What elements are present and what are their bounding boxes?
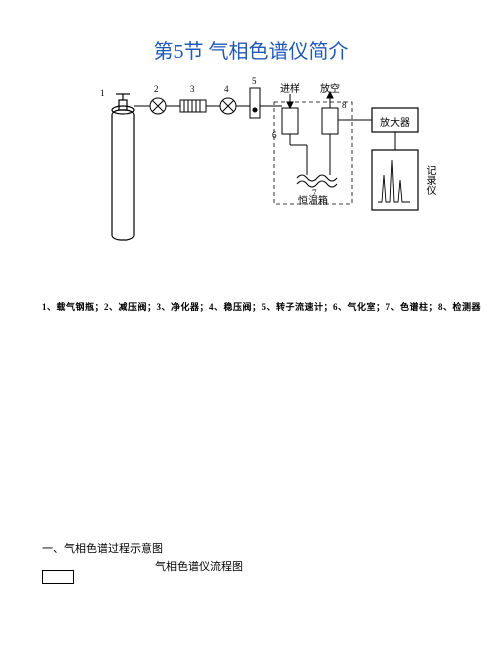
label-5: 5 (252, 76, 257, 86)
label-2: 2 (154, 84, 159, 94)
gc-diagram: 1 2 3 4 5 6 7 8 进样 放空 放大器 记录仪 恒温箱 (102, 80, 442, 255)
label-6: 6 (272, 130, 277, 140)
label-amplifier: 放大器 (380, 114, 410, 129)
page-title: 第5节 气相色谱仪简介 (0, 0, 502, 64)
label-3: 3 (190, 84, 195, 94)
placeholder-box (42, 570, 74, 584)
diagram-svg (102, 80, 442, 255)
label-8: 8 (342, 100, 347, 110)
diagram-caption: 1、载气钢瓶；2、减压阀；3、净化器；4、稳压阀；5、转子流速计；6、气化室；7… (42, 300, 481, 313)
label-4: 4 (224, 84, 229, 94)
section-heading: 一、气相色谱过程示意图 (42, 540, 163, 556)
figure-label: 气相色谱仪流程图 (155, 558, 243, 574)
label-oven: 恒温箱 (298, 192, 328, 207)
label-1: 1 (100, 88, 105, 98)
label-recorder: 记录仪 (422, 165, 437, 195)
label-jinyang: 进样 (280, 80, 300, 95)
label-fangkong: 放空 (320, 80, 340, 95)
